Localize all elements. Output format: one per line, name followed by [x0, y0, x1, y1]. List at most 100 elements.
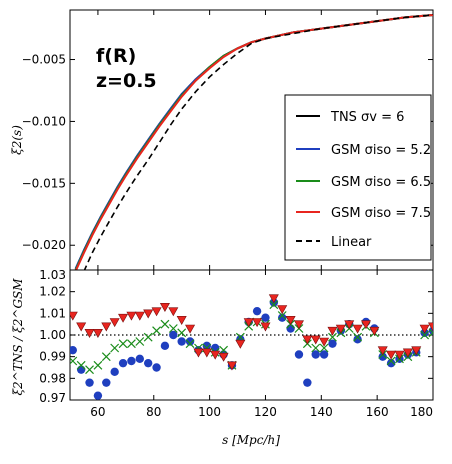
legend: TNS σv = 6 GSM σiso = 5.2 GSM σiso = 6.5… — [284, 94, 432, 261]
point-gsm-6-5 — [386, 356, 396, 366]
point-gsm-6-5 — [70, 356, 78, 366]
point-gsm-7-5 — [193, 348, 204, 358]
legend-label-gsm-5-2: GSM σiso = 5.2 — [331, 143, 431, 158]
point-gsm-5-2 — [252, 306, 262, 316]
point-gsm-7-5 — [327, 326, 338, 336]
point-gsm-7-5 — [201, 348, 212, 358]
point-gsm-5-2 — [185, 337, 195, 346]
bottom-y-tick-label: 1.02 — [39, 285, 66, 299]
point-gsm-6-5 — [110, 343, 120, 353]
top-y-tick-label: −0.010 — [22, 114, 66, 128]
point-gsm-5-2 — [118, 358, 128, 368]
point-gsm-5-2 — [152, 363, 161, 372]
point-gsm-6-5 — [185, 339, 195, 349]
point-gsm-6-5 — [85, 365, 94, 375]
x-tick-label: 180 — [410, 405, 433, 419]
bottom-y-axis-label: ξ2^TNS / ξ2^GSM — [11, 278, 25, 396]
point-gsm-7-5 — [218, 352, 229, 362]
bottom-y-tick-label: 0.97 — [39, 391, 66, 405]
point-gsm-7-5 — [352, 324, 363, 334]
bottom-y-tick-label: 0.99 — [39, 350, 66, 364]
point-gsm-5-2 — [386, 358, 396, 368]
top-y-tick-label: −0.015 — [22, 176, 66, 190]
point-gsm-7-5 — [268, 294, 279, 304]
point-gsm-7-5 — [151, 307, 162, 317]
point-gsm-6-5 — [168, 324, 178, 333]
annotation-redshift: z=0.5 — [96, 70, 157, 92]
point-gsm-7-5 — [235, 339, 246, 349]
top-y-ticks: −0.005 −0.010 −0.015 −0.020 — [22, 53, 433, 252]
top-y-tick-label: −0.020 — [22, 238, 66, 252]
legend-box — [284, 94, 432, 261]
annotation-model: f(R) — [96, 45, 136, 67]
point-gsm-5-2 — [102, 378, 111, 387]
bottom-y-tick-label: 1.03 — [39, 268, 66, 282]
point-gsm-5-2 — [85, 378, 94, 387]
point-gsm-7-5 — [243, 318, 254, 328]
point-gsm-7-5 — [84, 329, 95, 338]
point-gsm-5-2 — [328, 339, 337, 348]
x-tick-label: 60 — [90, 405, 105, 419]
point-gsm-6-5 — [353, 332, 363, 342]
point-gsm-7-5 — [427, 322, 433, 332]
point-gsm-5-2 — [177, 337, 186, 346]
point-gsm-5-2 — [278, 313, 287, 322]
point-gsm-5-2 — [202, 341, 212, 351]
point-gsm-5-2 — [70, 345, 77, 355]
x-tick-label: 80 — [146, 405, 161, 419]
point-gsm-6-5 — [160, 319, 170, 329]
point-gsm-7-5 — [70, 311, 78, 321]
point-gsm-7-5 — [176, 316, 187, 325]
point-gsm-6-5 — [152, 326, 161, 336]
point-gsm-7-5 — [76, 322, 87, 332]
point-gsm-6-5 — [269, 300, 279, 310]
legend-label-linear: Linear — [331, 235, 372, 250]
point-gsm-5-2 — [93, 391, 103, 400]
point-gsm-6-5 — [143, 332, 153, 342]
top-y-axis-label: ξ2(s) — [10, 125, 24, 155]
bottom-panel: 1.03 1.02 1.01 1.00 0.99 0.98 0.97 60 80 100 120 14… — [11, 10, 434, 447]
point-gsm-7-5 — [277, 305, 288, 315]
point-gsm-7-5 — [126, 311, 137, 321]
point-gsm-7-5 — [185, 324, 196, 334]
point-gsm-7-5 — [302, 335, 313, 345]
point-gsm-7-5 — [109, 318, 120, 328]
point-gsm-5-2 — [378, 352, 387, 361]
bottom-y-tick-label: 1.00 — [39, 328, 66, 342]
point-gsm-7-5 — [402, 348, 413, 358]
x-tick-label: 160 — [366, 405, 389, 419]
point-gsm-6-5 — [127, 339, 136, 349]
point-gsm-5-2 — [319, 350, 329, 359]
point-gsm-7-5 — [226, 361, 237, 371]
point-gsm-6-5 — [428, 328, 433, 338]
point-gsm-6-5 — [277, 311, 287, 320]
legend-label-gsm-7-5: GSM σiso = 7.5 — [331, 206, 431, 221]
point-gsm-6-5 — [118, 339, 128, 349]
point-gsm-7-5 — [319, 337, 330, 347]
bottom-y-tick-label: 1.01 — [39, 306, 66, 320]
series-line-4 — [83, 14, 433, 270]
point-gsm-5-2 — [261, 313, 270, 322]
point-gsm-5-2 — [294, 350, 304, 359]
point-gsm-6-5 — [76, 360, 86, 370]
point-gsm-7-5 — [210, 350, 221, 360]
point-gsm-7-5 — [92, 329, 103, 338]
point-gsm-5-2 — [311, 350, 320, 359]
point-gsm-5-2 — [76, 365, 86, 374]
bottom-series-points — [70, 294, 433, 400]
point-gsm-5-2 — [286, 324, 295, 333]
point-gsm-5-2 — [303, 378, 312, 387]
point-gsm-7-5 — [411, 346, 422, 356]
point-gsm-5-2 — [127, 356, 136, 366]
point-gsm-7-5 — [419, 324, 430, 334]
point-gsm-5-2 — [169, 330, 178, 340]
top-series-lines — [74, 14, 433, 270]
x-tick-label: 120 — [254, 405, 277, 419]
top-panel: −0.005 −0.010 −0.015 −0.020 f(R) z=0.5 ξ2(s… — [10, 9, 434, 271]
point-gsm-6-5 — [235, 332, 245, 342]
point-gsm-7-5 — [285, 316, 296, 325]
point-gsm-7-5 — [260, 322, 271, 332]
point-gsm-7-5 — [159, 303, 170, 312]
point-gsm-7-5 — [377, 346, 388, 356]
